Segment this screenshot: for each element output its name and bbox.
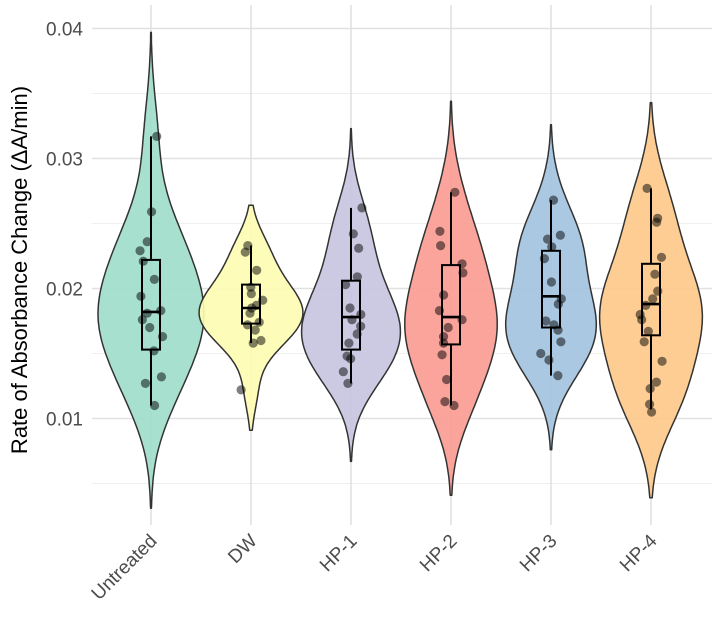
data-point <box>646 407 657 417</box>
violin-hp-2 <box>404 100 498 496</box>
box-iqr <box>241 283 261 325</box>
data-point <box>256 335 266 346</box>
data-point <box>546 277 557 287</box>
y-tick-label: 0.03 <box>46 150 83 171</box>
boxplots <box>141 136 661 410</box>
y-tick-label: 0.02 <box>46 280 83 301</box>
data-point <box>240 247 250 257</box>
data-point <box>136 291 146 301</box>
data-point <box>651 377 661 387</box>
data-point <box>246 289 256 299</box>
data-point <box>252 265 262 275</box>
data-point <box>149 274 159 284</box>
data-point <box>344 338 354 348</box>
x-tick-label: HP-3 <box>516 531 561 576</box>
data-point <box>357 203 367 213</box>
data-point <box>145 322 155 333</box>
data-point <box>642 183 652 193</box>
data-point <box>542 234 553 244</box>
data-point <box>352 272 362 282</box>
box-iqr <box>541 249 561 329</box>
data-point <box>536 348 546 359</box>
y-tick-label: 0.01 <box>46 410 83 431</box>
data-point <box>650 269 660 279</box>
data-point <box>338 367 348 377</box>
data-point <box>436 241 446 251</box>
box-iqr <box>441 264 461 346</box>
data-point <box>242 320 253 330</box>
y-axis-ticks: 0.01 0.02 0.03 0.04 <box>46 20 83 431</box>
violin-dw <box>198 204 304 431</box>
data-point <box>156 372 167 382</box>
data-point <box>644 399 655 409</box>
data-point <box>443 322 453 333</box>
y-tick-label: 0.04 <box>46 20 83 41</box>
data-point <box>439 290 449 300</box>
violin-untreated <box>97 31 205 509</box>
x-tick-label: HP-4 <box>616 530 662 576</box>
data-point <box>541 316 551 326</box>
data-point <box>656 252 667 262</box>
violin-hp-1 <box>300 127 402 463</box>
data-point <box>138 256 148 266</box>
data-point <box>437 350 447 360</box>
data-point <box>149 400 160 411</box>
data-point <box>354 243 364 253</box>
data-point <box>553 299 563 309</box>
data-point <box>152 131 162 141</box>
data-point <box>643 326 653 336</box>
x-tick-label: Untreated <box>88 531 162 605</box>
x-axis-ticks: Untreated DW HP-1 HP-2 HP-3 HP-4 <box>88 530 662 604</box>
data-point <box>245 308 255 318</box>
data-point <box>442 374 452 385</box>
data-point <box>556 337 566 347</box>
data-point <box>340 280 351 290</box>
data-point <box>140 378 151 388</box>
data-point <box>652 217 662 227</box>
data-point <box>142 237 152 247</box>
data-point <box>657 356 667 366</box>
box-iqr <box>641 262 661 337</box>
data-point <box>345 303 355 313</box>
data-point <box>553 371 563 381</box>
x-tick-label: HP-2 <box>416 531 461 576</box>
data-point <box>555 230 565 240</box>
data-point <box>450 187 460 197</box>
data-point <box>639 337 649 347</box>
data-point <box>435 226 445 236</box>
data-point <box>250 325 260 335</box>
data-point <box>544 355 554 365</box>
data-point <box>648 294 658 304</box>
box-iqr <box>341 279 361 351</box>
data-point <box>135 246 145 256</box>
y-axis-title: Rate of Absorbance Change (ΔA/min) <box>7 86 32 454</box>
data-point <box>457 259 467 269</box>
data-point <box>236 385 246 395</box>
violin-hp-3 <box>504 123 598 451</box>
data-point <box>438 338 449 348</box>
x-tick-label: DW <box>224 531 261 568</box>
violins <box>97 31 704 509</box>
x-tick-label: HP-1 <box>316 531 361 576</box>
box-iqr <box>141 258 161 351</box>
data-point <box>440 397 450 407</box>
